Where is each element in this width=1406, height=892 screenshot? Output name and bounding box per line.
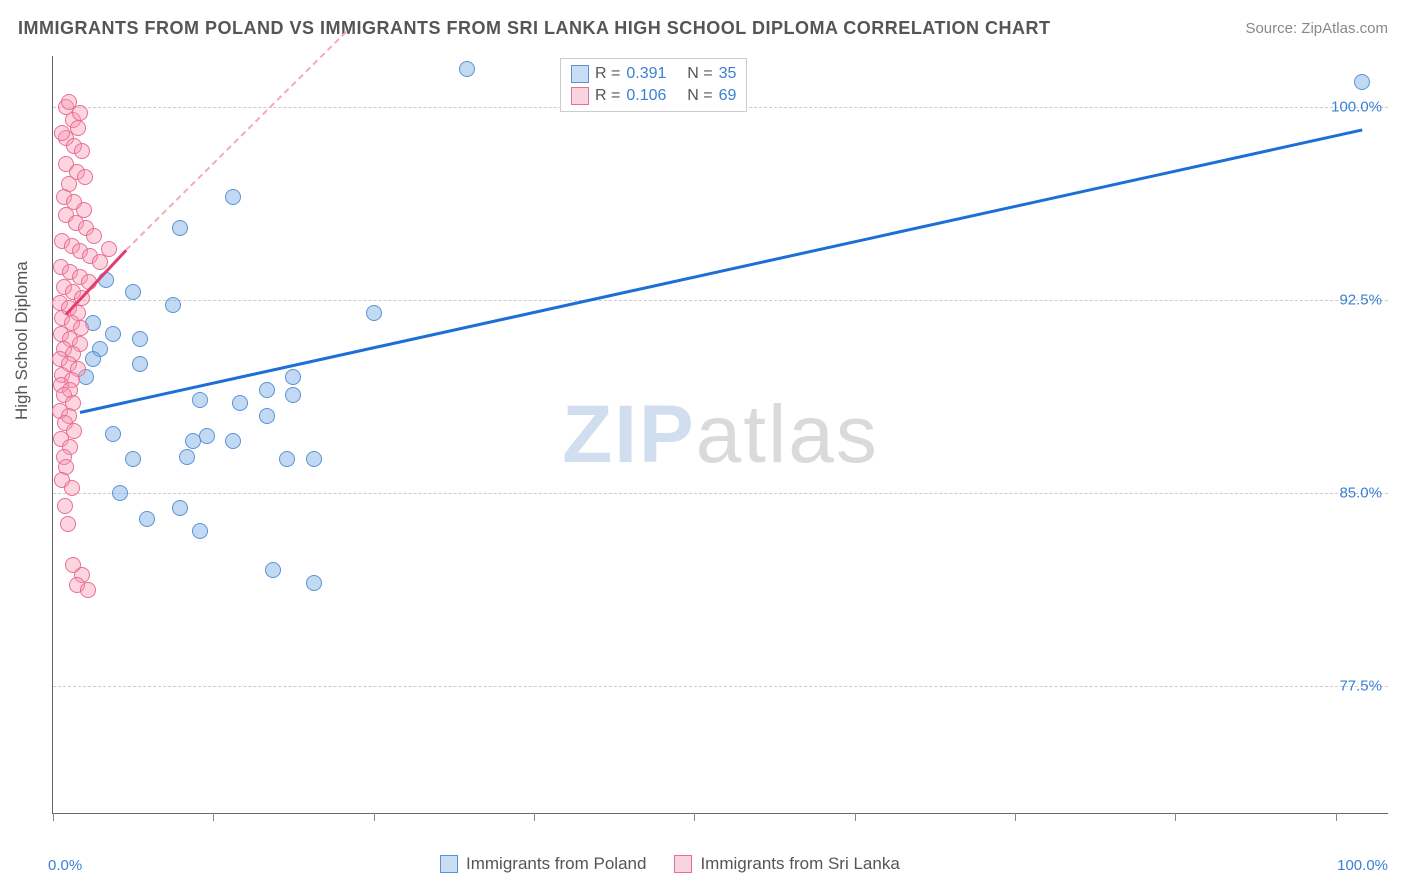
data-point-poland [259,382,275,398]
data-point-poland [85,351,101,367]
source-attribution: Source: ZipAtlas.com [1245,20,1388,37]
x-tick [213,813,214,821]
data-point-poland [139,511,155,527]
legend-item-poland: Immigrants from Poland [440,854,646,874]
x-tick [694,813,695,821]
data-point-poland [306,451,322,467]
data-point-poland [125,284,141,300]
x-tick [1336,813,1337,821]
data-point-poland [132,331,148,347]
data-point-poland [165,297,181,313]
r-label: R = [595,87,620,105]
data-point-poland [285,387,301,403]
trend-line [126,31,348,251]
data-point-srilanka [60,516,76,532]
data-point-srilanka [61,94,77,110]
x-axis-min-label: 0.0% [48,857,82,874]
gridline [53,493,1388,494]
data-point-poland [279,451,295,467]
n-label: N = [687,65,712,83]
x-axis-max-label: 100.0% [1337,857,1388,874]
legend-label-srilanka: Immigrants from Sri Lanka [700,854,899,874]
data-point-srilanka [57,498,73,514]
data-point-poland [1354,74,1370,90]
x-tick [855,813,856,821]
correlation-legend: R = 0.391 N = 35 R = 0.106 N = 69 [560,58,747,112]
x-tick [374,813,375,821]
watermark-brand-b: atlas [696,389,879,480]
data-point-srilanka [77,169,93,185]
y-tick-label: 77.5% [1339,677,1382,694]
data-point-poland [366,305,382,321]
swatch-poland-icon [571,65,589,83]
legend-row-srilanka: R = 0.106 N = 69 [571,85,736,107]
r-value-srilanka: 0.106 [626,87,666,105]
data-point-poland [285,369,301,385]
n-label: N = [687,87,712,105]
x-tick [1175,813,1176,821]
legend-row-poland: R = 0.391 N = 35 [571,63,736,85]
x-tick [534,813,535,821]
trend-line [79,128,1362,414]
data-point-poland [105,426,121,442]
swatch-srilanka-icon [674,855,692,873]
n-value-poland: 35 [719,65,737,83]
y-axis-title: High School Diploma [12,261,32,420]
data-point-poland [112,485,128,501]
chart-title: IMMIGRANTS FROM POLAND VS IMMIGRANTS FRO… [18,18,1050,39]
series-legend: Immigrants from Poland Immigrants from S… [440,854,900,874]
data-point-poland [125,451,141,467]
gridline [53,686,1388,687]
n-value-srilanka: 69 [719,87,737,105]
data-point-poland [459,61,475,77]
r-value-poland: 0.391 [626,65,666,83]
data-point-srilanka [86,228,102,244]
legend-item-srilanka: Immigrants from Sri Lanka [674,854,899,874]
legend-label-poland: Immigrants from Poland [466,854,646,874]
data-point-srilanka [74,143,90,159]
data-point-poland [172,220,188,236]
data-point-poland [225,189,241,205]
y-tick-label: 92.5% [1339,292,1382,309]
data-point-poland [192,392,208,408]
data-point-srilanka [54,125,70,141]
data-point-srilanka [64,480,80,496]
data-point-poland [132,356,148,372]
watermark: ZIPatlas [562,388,879,482]
swatch-srilanka-icon [571,87,589,105]
data-point-srilanka [70,120,86,136]
data-point-poland [192,523,208,539]
plot-area: ZIPatlas 100.0% 92.5% 85.0% 77.5% [52,56,1388,814]
x-tick [53,813,54,821]
gridline [53,300,1388,301]
x-tick [1015,813,1016,821]
y-tick-label: 85.0% [1339,484,1382,501]
data-point-poland [199,428,215,444]
data-point-poland [225,433,241,449]
data-point-poland [259,408,275,424]
y-tick-label: 100.0% [1331,99,1382,116]
watermark-brand-a: ZIP [562,389,696,480]
r-label: R = [595,65,620,83]
data-point-poland [232,395,248,411]
data-point-poland [172,500,188,516]
data-point-poland [105,326,121,342]
data-point-poland [265,562,281,578]
data-point-srilanka [101,241,117,257]
swatch-poland-icon [440,855,458,873]
data-point-poland [179,449,195,465]
data-point-srilanka [80,582,96,598]
data-point-poland [306,575,322,591]
